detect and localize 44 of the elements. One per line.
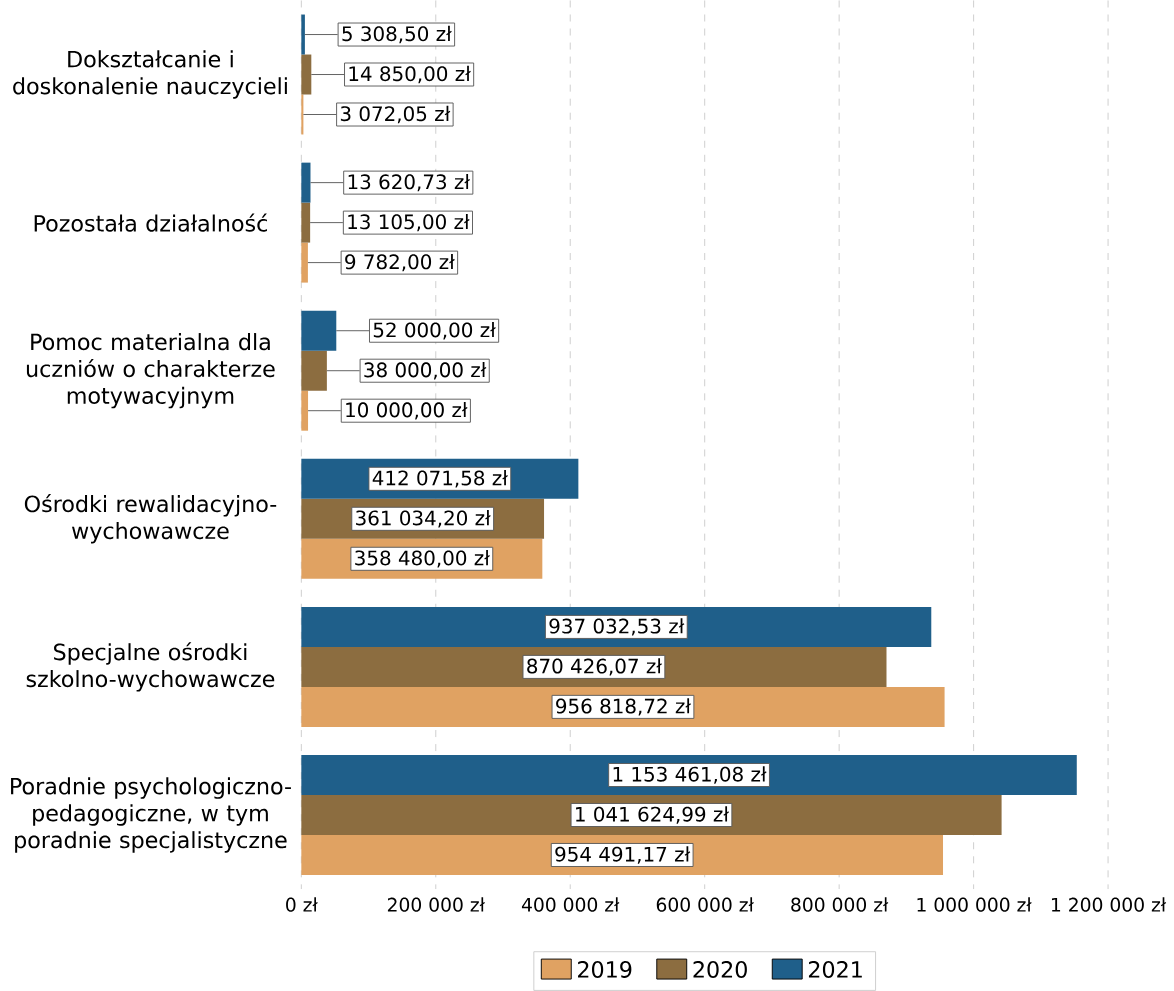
legend-label: 2019 [578,961,632,978]
x-tick-label: 1 000 000 zł [917,897,1032,912]
data-label: 3 072,05 zł [340,105,451,124]
x-tick-label: 1 200 000 zł [1051,897,1167,912]
bar [301,202,311,243]
data-label: 937 032,53 zł [549,618,685,636]
x-tick-label: 800 000 zł [791,897,889,912]
data-label: 870 426,07 zł [527,658,662,676]
bar [301,835,944,876]
data-label: 9 782,00 zł [345,253,455,272]
y-tick-label: Pozostała działalność [34,213,267,232]
data-label: 954 491,17 zł [555,846,691,864]
x-tick-label: 400 000 zł [521,897,620,912]
data-label: 13 620,73 zł [348,173,471,192]
legend-label: 2020 [693,961,747,978]
bar [301,350,327,391]
y-tick-label: Pomoc materialna dla uczniów o charakterze motywacyjnym [26,333,275,409]
data-label: 1 153 461,08 zł [613,766,767,784]
y-tick-label: Dokształcanie i doskonalenie nauczycieli [13,50,287,99]
y-tick-label: Poradnie psychologiczno-pedagogiczne, w tym poradnie specjalistyczne [11,777,291,853]
bar [301,14,305,55]
y-tick-label: Ośrodki rewalidacyjno-wychowawcze [24,494,277,544]
x-tick-label: 0 zł [286,897,318,912]
bar [301,310,337,351]
data-label: 412 071,58 zł [372,470,508,488]
x-tick-label: 600 000 zł [656,897,754,912]
x-tick-label: 200 000 zł [387,897,485,912]
data-label: 10 000,00 zł [346,402,468,420]
data-label: 38 000,00 zł [364,362,487,380]
bar [301,54,312,95]
data-label: 956 818,72 zł [556,698,692,716]
bar [301,162,311,203]
legend-label: 2021 [808,961,862,978]
data-label: 13 105,00 zł [348,213,470,232]
y-tick-label: Specjalne ośrodki szkolno-wychowawcze [26,642,275,692]
bar [301,94,304,135]
data-label: 14 850,00 zł [349,65,471,84]
bar [301,242,308,283]
data-label: 361 034,20 zł [356,510,491,528]
data-label: 5 308,50 zł [342,25,452,44]
bar [301,390,309,431]
data-label: 1 041 624,99 zł [576,806,730,824]
data-label: 52 000,00 zł [373,322,496,340]
data-label: 358 480,00 zł [355,550,490,568]
